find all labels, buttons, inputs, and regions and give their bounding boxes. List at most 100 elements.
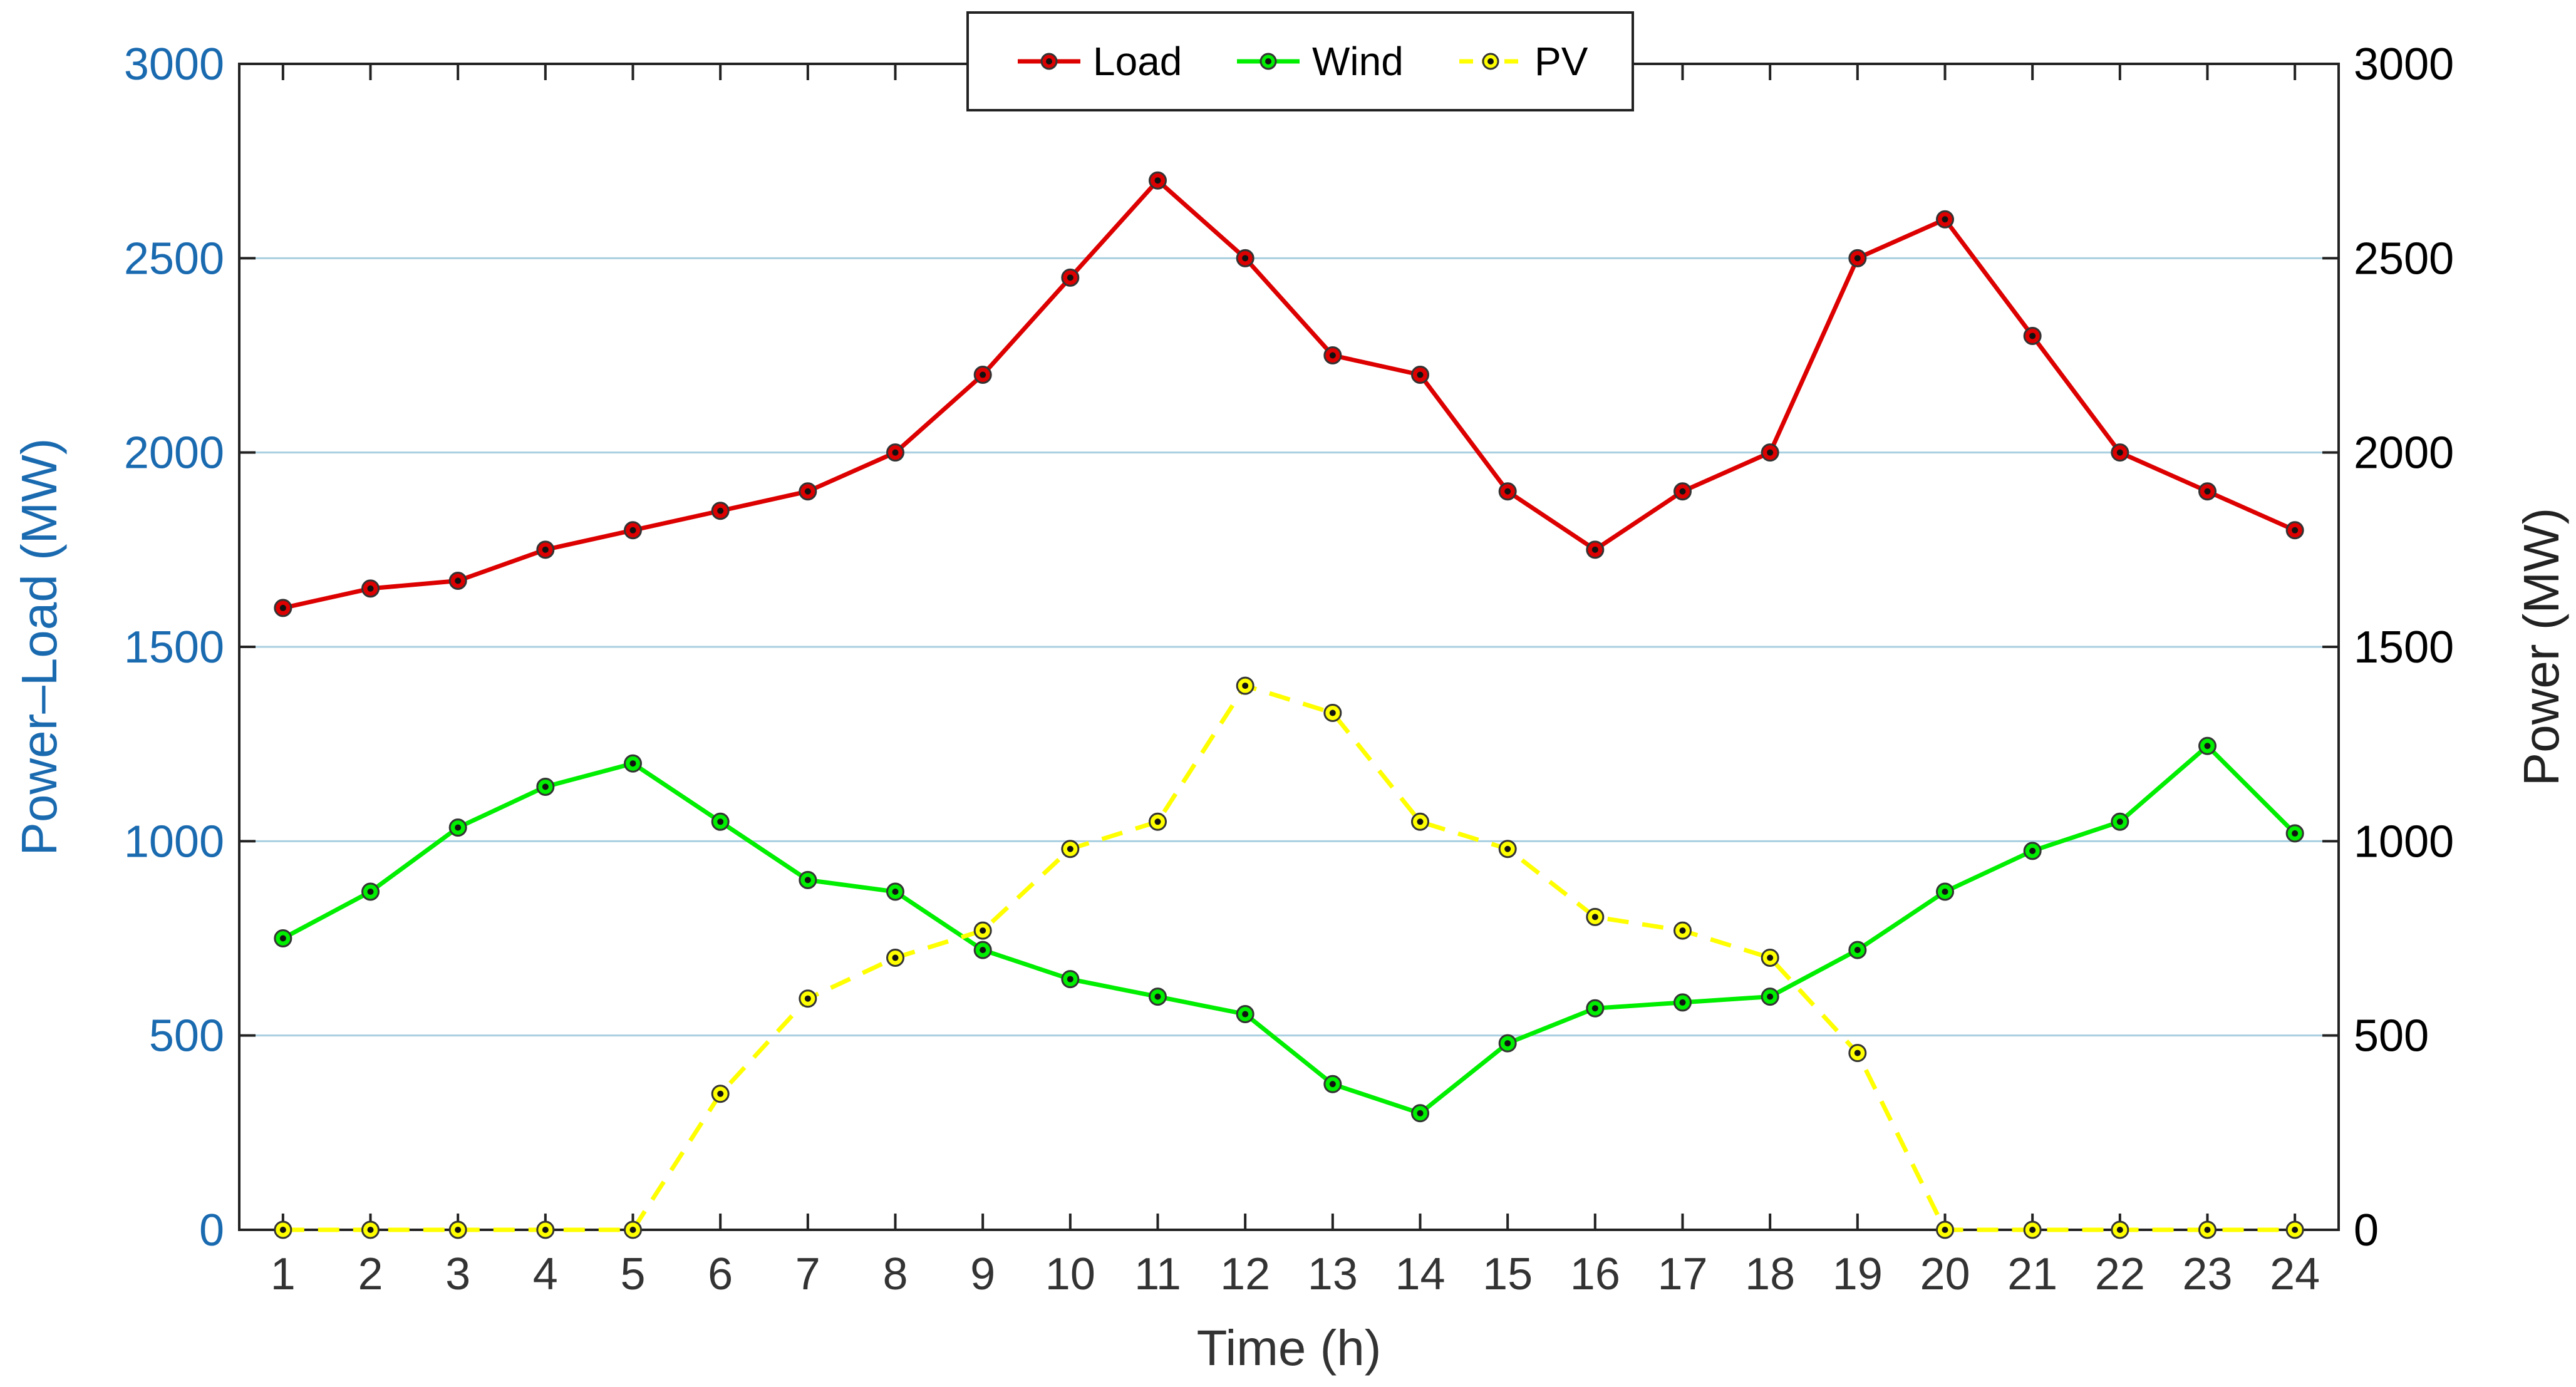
load-line bbox=[282, 178, 2296, 611]
wind-point-center bbox=[1591, 1005, 1598, 1012]
x-tick-label: 21 bbox=[2007, 1249, 2057, 1299]
load-point-center bbox=[1154, 177, 1161, 184]
x-axis-title: Time (h) bbox=[1197, 1320, 1382, 1376]
y-tick-label-right: 2000 bbox=[2354, 428, 2454, 478]
wind-point-center bbox=[455, 824, 462, 831]
load-point-center bbox=[2029, 333, 2036, 339]
pv-point-center bbox=[279, 1227, 286, 1233]
x-tick-label: 15 bbox=[1482, 1249, 1533, 1299]
load-point-center bbox=[542, 546, 549, 553]
wind-point-center bbox=[1504, 1040, 1511, 1047]
series-group bbox=[274, 171, 2304, 1239]
gridlines bbox=[239, 257, 2339, 1037]
x-tick-label: 23 bbox=[2182, 1249, 2232, 1299]
x-tick-label: 17 bbox=[1657, 1249, 1707, 1299]
x-tick-label: 14 bbox=[1395, 1249, 1445, 1299]
wind-point-center bbox=[1942, 889, 1948, 895]
legend: Load Wind PV bbox=[966, 11, 1634, 111]
load-point-center bbox=[1242, 255, 1249, 262]
wind-point-center bbox=[1679, 999, 1686, 1006]
wind-point-center bbox=[367, 889, 374, 895]
wind-point-center bbox=[1854, 947, 1861, 954]
y-tick-label-left: 500 bbox=[149, 1011, 224, 1061]
legend-load-marker-center bbox=[1046, 58, 1052, 64]
load-point-center bbox=[1679, 488, 1686, 495]
load-point-center bbox=[980, 371, 986, 378]
wind-point-center bbox=[980, 947, 986, 954]
x-tick-label: 5 bbox=[620, 1249, 645, 1299]
x-tick-label: 6 bbox=[708, 1249, 733, 1299]
y-tick-label-left: 2000 bbox=[124, 428, 224, 478]
x-tick-label: 7 bbox=[795, 1249, 820, 1299]
pv-line bbox=[282, 683, 2295, 1232]
pv-point-center bbox=[892, 954, 899, 961]
load-point-center bbox=[717, 507, 724, 514]
wind-point-center bbox=[2204, 743, 2211, 750]
load-point-center bbox=[2204, 488, 2211, 495]
axis-ticks: 0 0 500 500 1000 1000 1500 1500 2000 2000 2500 2500… bbox=[124, 39, 2454, 1299]
pv-point-center bbox=[2204, 1227, 2211, 1233]
wind-point-center bbox=[892, 889, 899, 895]
pv-point-center bbox=[980, 927, 986, 934]
y-tick-label-left: 1000 bbox=[124, 817, 224, 867]
load-point-center bbox=[455, 577, 462, 584]
y-tick-label-right: 2500 bbox=[2354, 234, 2454, 284]
y-axis-title-right: Power (MW) bbox=[2513, 508, 2569, 786]
pv-point-center bbox=[1591, 914, 1598, 920]
y-axis-title-left: Power–Load (MW) bbox=[11, 438, 67, 856]
wind-point-center bbox=[1767, 993, 1774, 1000]
x-tick-label: 2 bbox=[358, 1249, 383, 1299]
y-tick-label-left: 2500 bbox=[124, 234, 224, 284]
load-point-center bbox=[2116, 449, 2123, 456]
x-tick-label: 12 bbox=[1220, 1249, 1270, 1299]
x-tick-label: 1 bbox=[271, 1249, 296, 1299]
wind-point-center bbox=[279, 935, 286, 942]
load-point-center bbox=[1767, 449, 1774, 456]
load-point-center bbox=[279, 604, 286, 611]
pv-point-center bbox=[1154, 818, 1161, 825]
load-point-center bbox=[804, 488, 811, 495]
load-point-center bbox=[629, 527, 636, 534]
legend-load-label: Load bbox=[1093, 39, 1182, 84]
wind-point-center bbox=[1067, 976, 1073, 982]
x-tick-label: 20 bbox=[1920, 1249, 1970, 1299]
pv-point-center bbox=[1942, 1227, 1948, 1233]
y-tick-label-right: 0 bbox=[2354, 1205, 2379, 1256]
load-point-center bbox=[1329, 352, 1336, 359]
x-tick-label: 9 bbox=[970, 1249, 995, 1299]
wind-point-center bbox=[629, 760, 636, 767]
legend-pv-label: PV bbox=[1534, 39, 1588, 84]
y-tick-label-right: 1000 bbox=[2354, 817, 2454, 867]
wind-point-center bbox=[1329, 1081, 1336, 1088]
x-tick-label: 13 bbox=[1308, 1249, 1358, 1299]
y-tick-label-right: 1500 bbox=[2354, 622, 2454, 673]
x-tick-label: 16 bbox=[1570, 1249, 1620, 1299]
pv-point-center bbox=[1067, 845, 1073, 852]
legend-pv-marker-center bbox=[1487, 58, 1494, 64]
wind-line bbox=[282, 743, 2297, 1116]
legend-wind-label: Wind bbox=[1312, 39, 1404, 84]
load-point-center bbox=[1067, 274, 1073, 281]
load-point-center bbox=[1854, 255, 1861, 262]
wind-point-center bbox=[804, 877, 811, 884]
x-tick-label: 11 bbox=[1134, 1249, 1181, 1299]
x-tick-label: 18 bbox=[1745, 1249, 1795, 1299]
load-point-center bbox=[1504, 488, 1511, 495]
y-tick-label-left: 1500 bbox=[124, 622, 224, 673]
wind-point-center bbox=[2029, 847, 2036, 854]
pv-point-center bbox=[2116, 1227, 2123, 1233]
load-point-center bbox=[1417, 371, 1424, 378]
wind-point-center bbox=[1242, 1011, 1249, 1018]
wind-point-center bbox=[1417, 1110, 1424, 1116]
x-tick-label: 8 bbox=[882, 1249, 908, 1299]
x-tick-label: 24 bbox=[2270, 1249, 2320, 1299]
pv-point-center bbox=[1679, 927, 1686, 934]
pv-point-center bbox=[2292, 1227, 2299, 1233]
x-tick-label: 19 bbox=[1833, 1249, 1883, 1299]
pv-point-center bbox=[1242, 683, 1249, 689]
load-point-center bbox=[1942, 216, 1948, 223]
load-point-center bbox=[2292, 527, 2299, 534]
pv-point-center bbox=[1854, 1049, 1861, 1056]
x-tick-label: 3 bbox=[445, 1249, 470, 1299]
